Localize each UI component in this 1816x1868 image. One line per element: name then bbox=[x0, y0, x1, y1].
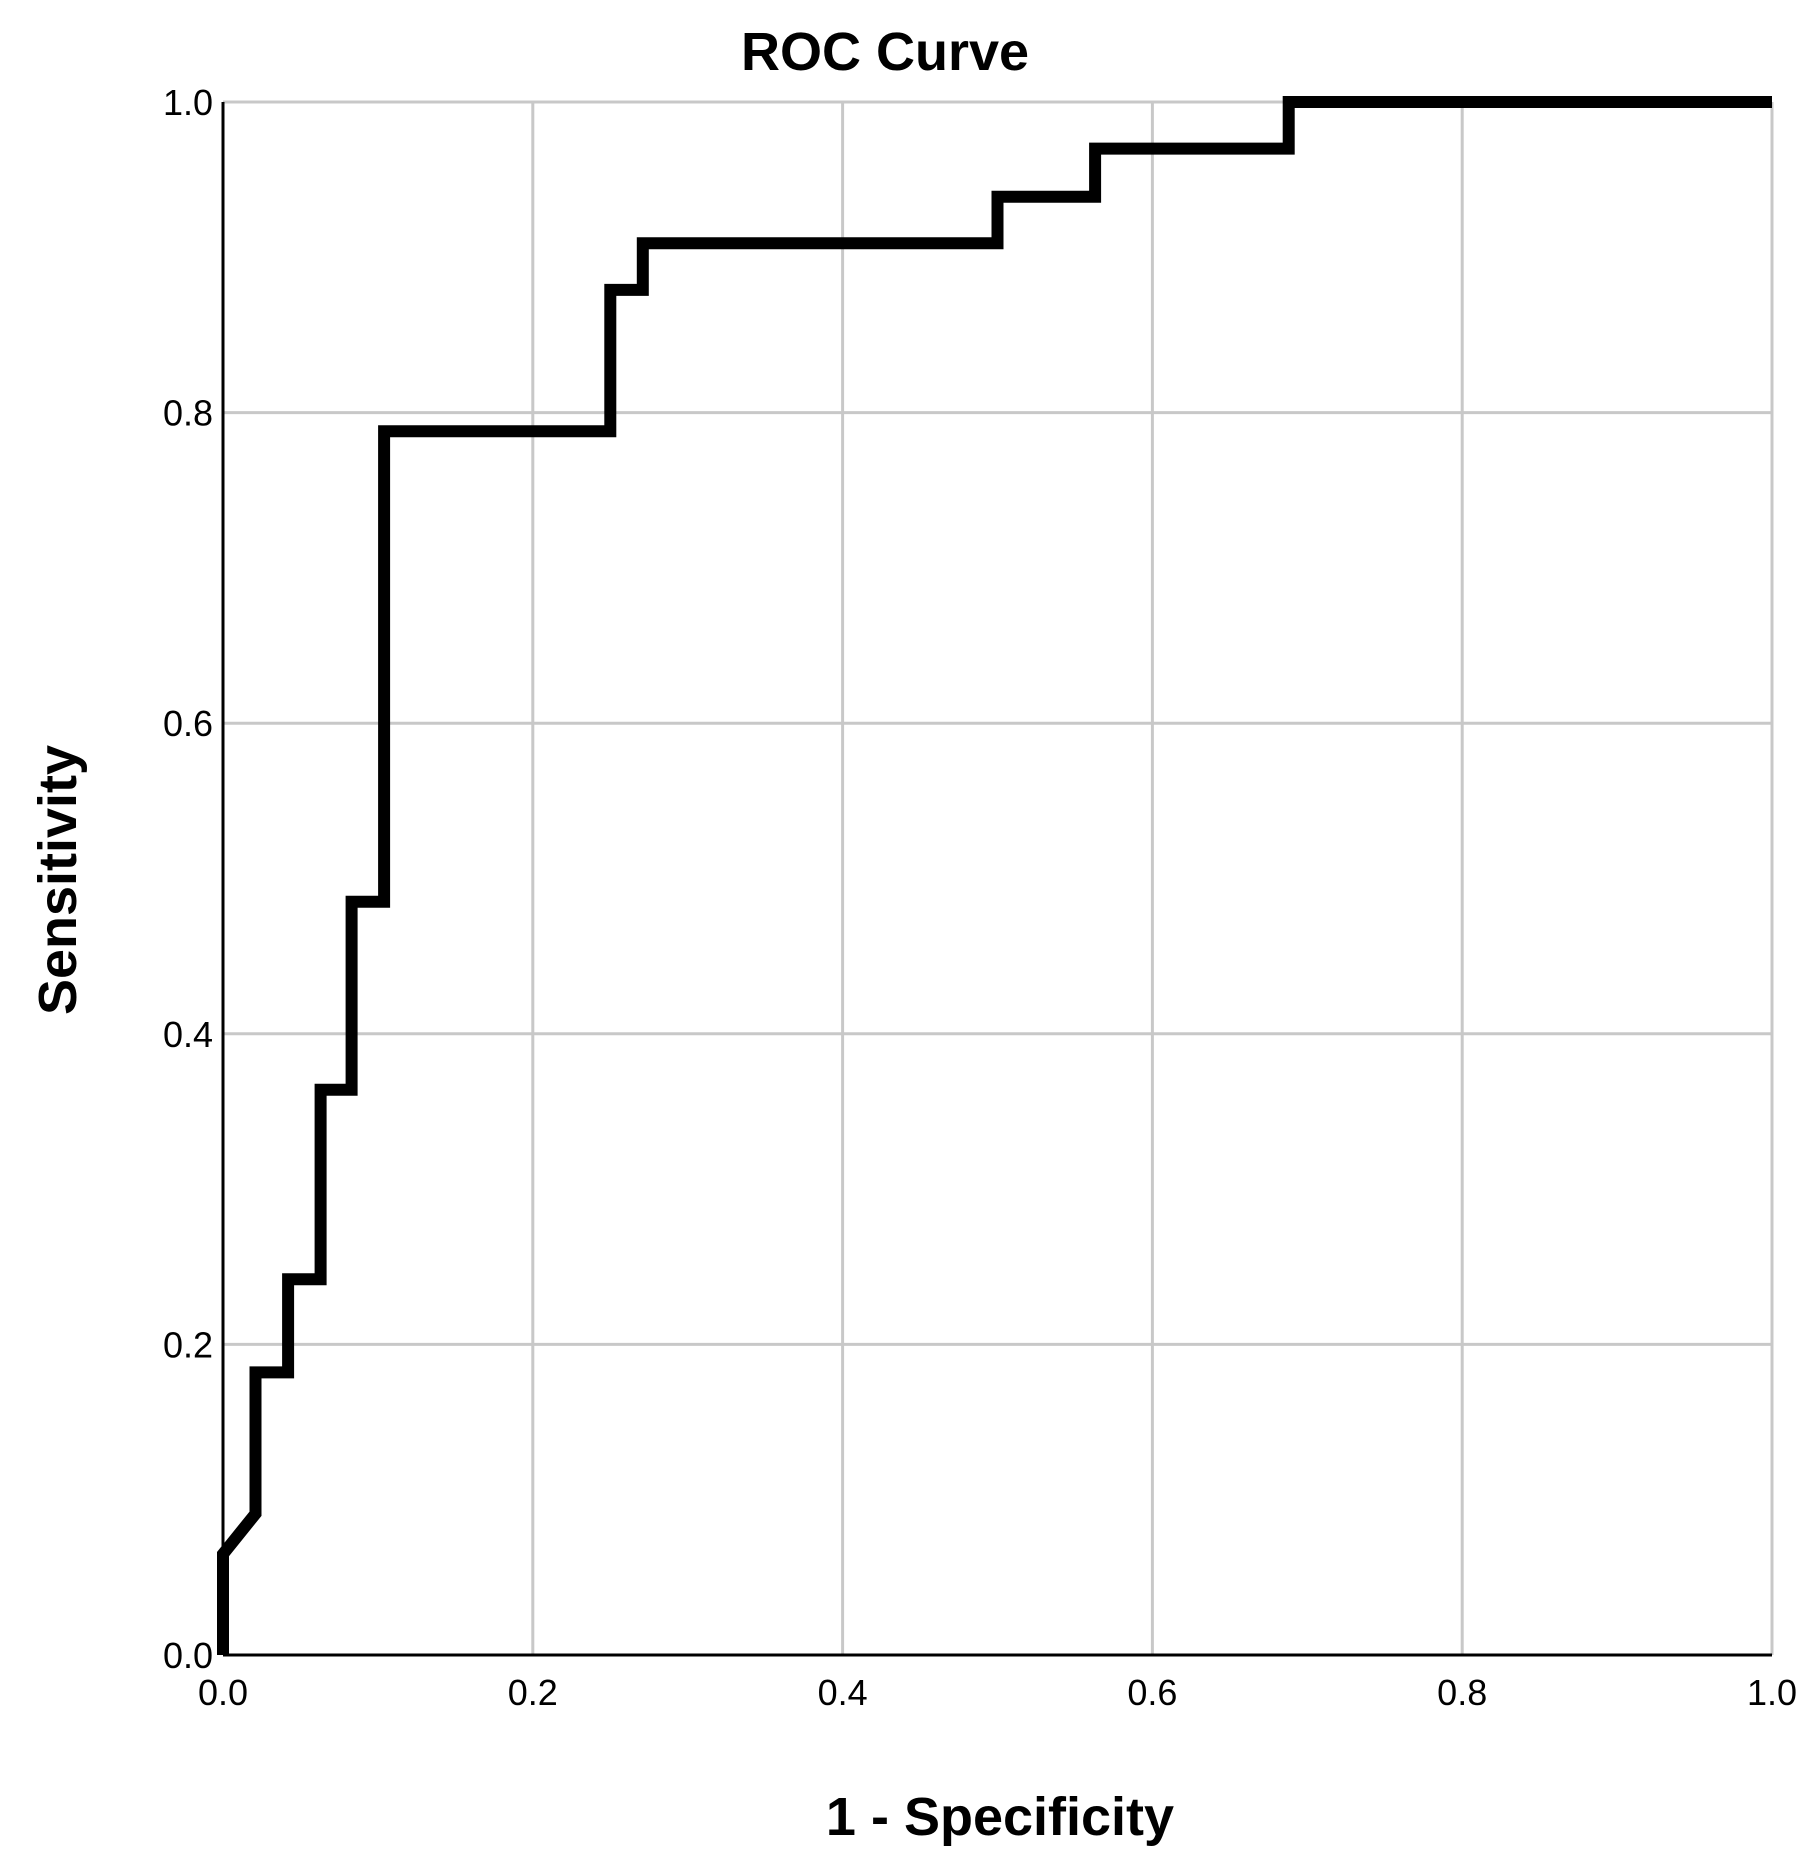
roc-curve-layer bbox=[217, 96, 1772, 1655]
x-tick-label: 0.6 bbox=[1127, 1672, 1177, 1713]
y-tick-labels: 0.0 0.2 0.4 0.6 0.8 1.0 bbox=[163, 82, 213, 1676]
y-tick-label: 0.4 bbox=[163, 1014, 213, 1055]
y-tick-label: 0.8 bbox=[163, 393, 213, 434]
y-tick-label: 0.6 bbox=[163, 703, 213, 744]
x-tick-label: 1.0 bbox=[1747, 1672, 1797, 1713]
x-tick-label: 0.4 bbox=[818, 1672, 868, 1713]
y-tick-label: 1.0 bbox=[163, 82, 213, 123]
roc-curve-line bbox=[217, 96, 1772, 1655]
y-axis-label: Sensitivity bbox=[28, 745, 88, 1015]
x-axis-label: 1 - Specificity bbox=[826, 1787, 1174, 1847]
axes bbox=[221, 102, 1772, 1657]
x-tick-label: 0.0 bbox=[198, 1672, 248, 1713]
x-tick-labels: 0.0 0.2 0.4 0.6 0.8 1.0 bbox=[198, 1672, 1797, 1713]
grid-lines bbox=[223, 102, 1772, 1655]
x-tick-label: 0.8 bbox=[1437, 1672, 1487, 1713]
chart-title: ROC Curve bbox=[741, 22, 1029, 82]
x-tick-label: 0.2 bbox=[508, 1672, 558, 1713]
y-tick-label: 0.0 bbox=[163, 1635, 213, 1676]
y-tick-label: 0.2 bbox=[163, 1324, 213, 1365]
